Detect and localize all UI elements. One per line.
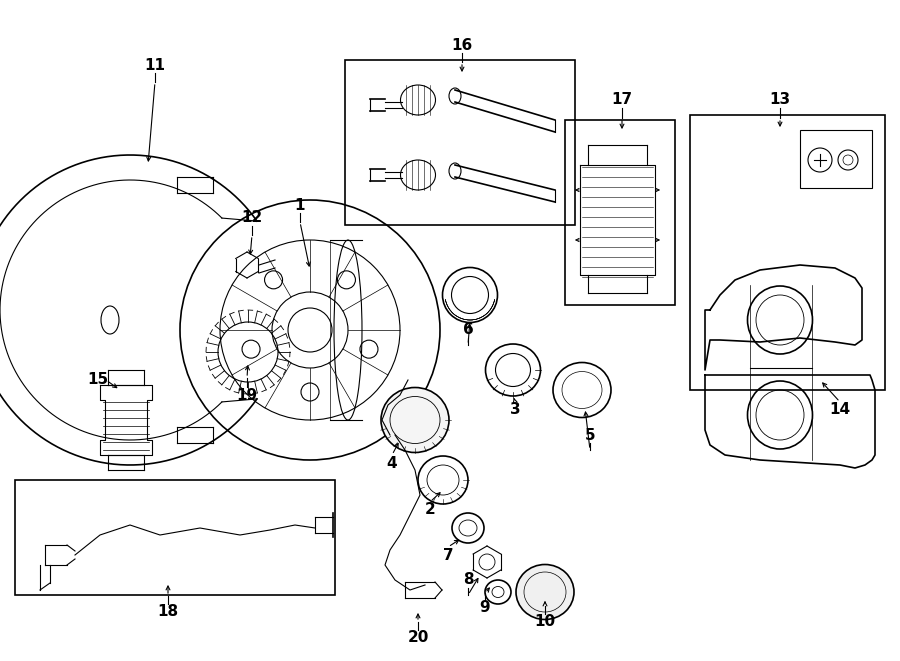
Text: 15: 15 bbox=[87, 373, 109, 387]
Text: 8: 8 bbox=[463, 572, 473, 588]
Circle shape bbox=[288, 308, 332, 352]
Bar bbox=[15, 480, 335, 595]
Ellipse shape bbox=[516, 564, 574, 619]
Text: 6: 6 bbox=[463, 323, 473, 338]
Bar bbox=[690, 115, 885, 390]
Text: 11: 11 bbox=[145, 58, 166, 73]
Text: 12: 12 bbox=[241, 210, 263, 225]
Text: 13: 13 bbox=[770, 93, 790, 108]
Text: 5: 5 bbox=[585, 428, 595, 442]
Bar bbox=[565, 120, 675, 305]
Text: 19: 19 bbox=[237, 387, 257, 403]
Text: 10: 10 bbox=[535, 615, 555, 629]
Text: 14: 14 bbox=[830, 403, 850, 418]
Text: 7: 7 bbox=[443, 547, 454, 563]
Text: 2: 2 bbox=[425, 502, 436, 518]
Text: 9: 9 bbox=[480, 600, 491, 615]
Text: 20: 20 bbox=[408, 631, 428, 646]
Ellipse shape bbox=[381, 387, 449, 453]
Text: 16: 16 bbox=[452, 38, 472, 52]
Text: 17: 17 bbox=[611, 93, 633, 108]
Text: 18: 18 bbox=[158, 605, 178, 619]
Text: 1: 1 bbox=[295, 198, 305, 212]
Bar bbox=[345, 60, 575, 225]
Text: 3: 3 bbox=[509, 403, 520, 418]
Text: 4: 4 bbox=[387, 455, 397, 471]
Bar bbox=[800, 130, 872, 188]
